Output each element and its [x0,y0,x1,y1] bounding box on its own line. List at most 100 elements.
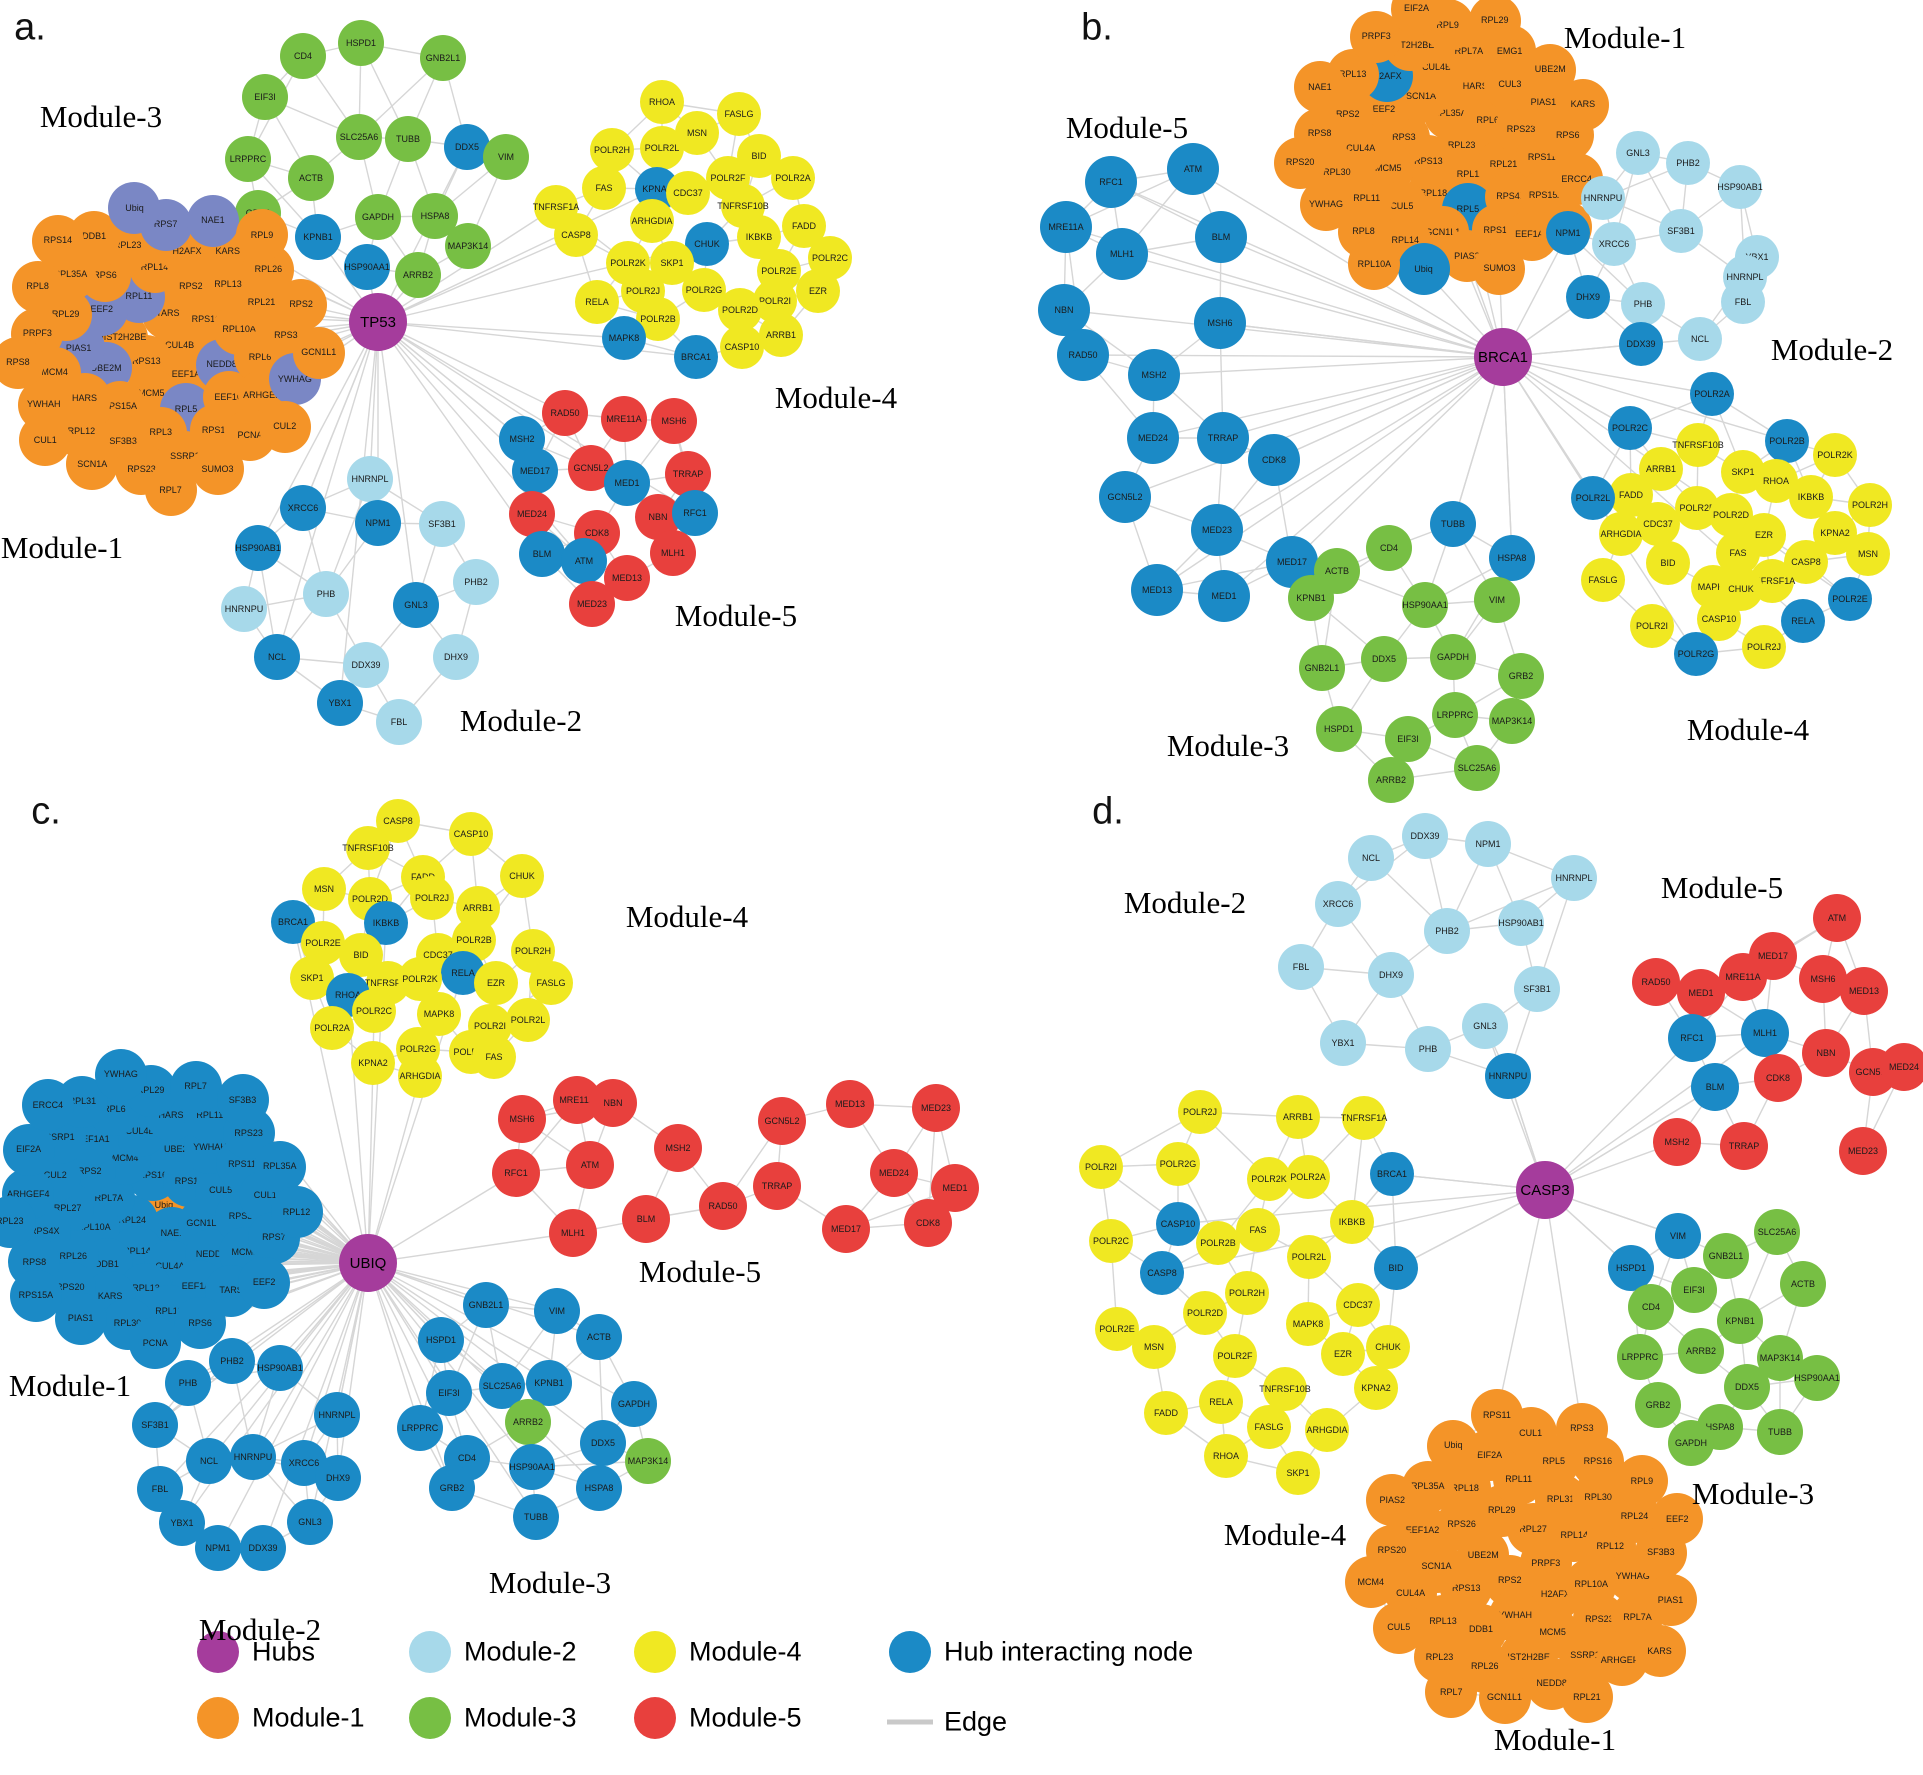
gene-node-MED17: MED17 [822,1205,870,1253]
gene-node-HSPD1: HSPD1 [1316,706,1362,752]
gene-node-POLR2H: POLR2H [590,128,634,172]
module-label-module-4: Module-4 [774,380,898,415]
module-label-module-4: Module-4 [1223,1517,1347,1552]
module-label-module-3: Module-3 [1691,1476,1815,1511]
gene-node-BLM: BLM [519,531,565,577]
gene-node-LRPPRC: LRPPRC [1432,692,1478,738]
gene-node-FAS: FAS [1236,1208,1280,1252]
gene-node-DHX9: DHX9 [315,1455,361,1501]
gene-node-GNL3: GNL3 [1616,131,1660,175]
gene-node-Ubiq: Ubiq [108,182,161,235]
edge [1544,1086,1716,1191]
edge [377,321,697,358]
gene-node-SF3B1: SF3B1 [132,1402,178,1448]
gene-node-ARHGDIA: ARHGDIA [630,199,674,243]
edge [337,1262,369,1479]
gene-node-NAE1: NAE1 [186,194,239,247]
gene-node-CHUK: CHUK [1366,1325,1410,1369]
gene-node-ATM: ATM [1813,894,1861,942]
gene-node-POLR2J: POLR2J [410,876,454,920]
gene-node-NCL: NCL [186,1438,232,1484]
gene-node-TUBB: TUBB [513,1494,559,1540]
legend-swatch-module-1 [197,1697,239,1739]
gene-node-MLH1: MLH1 [549,1209,597,1257]
gene-node-POLR2L: POLR2L [1287,1235,1331,1279]
gene-node-DDX5: DDX5 [580,1420,626,1466]
gene-node-POLR2H: POLR2H [511,929,555,973]
panel-letter-d: d. [1092,790,1124,833]
gene-node-ARRB2: ARRB2 [1678,1328,1724,1374]
gene-node-GNL3: GNL3 [393,582,439,628]
gene-node-PHB: PHB [303,571,349,617]
gene-node-POLR2B: POLR2B [1196,1221,1240,1265]
gene-node-RPS20: RPS20 [1274,136,1327,189]
edge [367,1262,468,1459]
module-label-module-5: Module-5 [1660,870,1784,905]
gene-node-CHUK: CHUK [685,222,729,266]
gene-node-TUBB: TUBB [1757,1409,1803,1455]
edge [1121,253,1504,358]
gene-node-KPNB1: KPNB1 [295,214,341,260]
gene-node-MSN: MSN [1132,1325,1176,1369]
gene-node-RPL29: RPL29 [1468,0,1521,47]
gene-node-KARS: KARS [1633,1625,1686,1678]
gene-node-TUBB: TUBB [385,116,431,162]
legend-swatch-hubs [197,1631,239,1673]
panel-letter-c: c. [31,790,61,833]
gene-node-RAD50: RAD50 [1632,958,1680,1006]
gene-node-VIM: VIM [483,134,529,180]
gene-node-BLM: BLM [1691,1063,1739,1111]
gene-node-MAP3K14: MAP3K14 [625,1438,671,1484]
gene-node-MLH1: MLH1 [650,530,696,576]
gene-node-MED24: MED24 [509,491,555,537]
hub-node-UBIQ: UBIQ [339,1234,397,1292]
gene-node-MED1: MED1 [1677,969,1725,1017]
gene-node-ERCC4: ERCC4 [21,1079,74,1132]
gene-node-PHB2: PHB2 [209,1338,255,1384]
gene-node-POLR2G: POLR2G [1674,632,1718,676]
gene-node-PHB: PHB [1621,282,1665,326]
gene-node-POLR2G: POLR2G [1156,1142,1200,1186]
gene-node-ARRB2: ARRB2 [395,252,441,298]
gene-node-MSN: MSN [302,867,346,911]
gene-node-GCN1L1: GCN1L1 [292,326,345,379]
hub-node-BRCA1: BRCA1 [1474,328,1532,386]
edge [302,321,379,509]
gene-node-HSPA8: HSPA8 [1489,535,1535,581]
gene-node-BID: BID [1374,1246,1418,1290]
gene-node-VIM: VIM [1474,577,1520,623]
gene-node-SF3B1: SF3B1 [419,501,465,547]
gene-node-EIF2A: EIF2A [2,1123,55,1176]
legend-swatch-module-4 [634,1631,676,1673]
module-label-module-4: Module-4 [625,899,749,934]
gene-node-RPS15A: RPS15A [9,1269,62,1322]
gene-node-DDX5: DDX5 [444,124,490,170]
gene-node-MED13: MED13 [1131,564,1183,616]
gene-node-NCL: NCL [1348,835,1394,881]
gene-node-RHOA: RHOA [640,80,684,124]
gene-node-NBN: NBN [589,1079,637,1127]
gene-node-MAPK8: MAPK8 [1286,1302,1330,1346]
edge [1153,356,1504,376]
module-label-module-3: Module-3 [488,1565,612,1600]
gene-node-CDK8: CDK8 [1248,434,1300,486]
gene-node-ARHGDIA: ARHGDIA [398,1054,442,1098]
gene-node-DDX39: DDX39 [240,1525,286,1571]
gene-node-RPS2: RPS2 [275,278,328,331]
gene-node-GNL3: GNL3 [1462,1003,1508,1049]
edge [367,1262,453,1489]
gene-node-MRE11A: MRE11A [601,396,647,442]
gene-node-DDX5: DDX5 [1361,636,1407,682]
gene-node-FAS: FAS [582,166,626,210]
gene-node-NAE1: NAE1 [1293,61,1346,114]
gene-node-NPM1: NPM1 [1465,821,1511,867]
gene-node-GAPDH: GAPDH [355,194,401,240]
gene-node-NCL: NCL [254,634,300,680]
gene-node-PHB2: PHB2 [453,559,499,605]
edge [377,321,625,339]
edge [1222,356,1504,439]
gene-node-HSP90AA1: HSP90AA1 [509,1444,555,1490]
gene-node-RFC1: RFC1 [1085,156,1137,208]
edge [347,994,369,1264]
